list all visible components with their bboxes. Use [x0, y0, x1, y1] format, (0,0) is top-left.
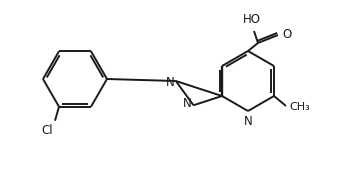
Text: N: N [244, 115, 252, 128]
Text: HO: HO [243, 13, 261, 26]
Text: N: N [183, 97, 192, 110]
Text: N: N [165, 77, 174, 89]
Text: CH₃: CH₃ [289, 102, 310, 112]
Text: Cl: Cl [42, 124, 53, 137]
Text: O: O [282, 29, 291, 42]
